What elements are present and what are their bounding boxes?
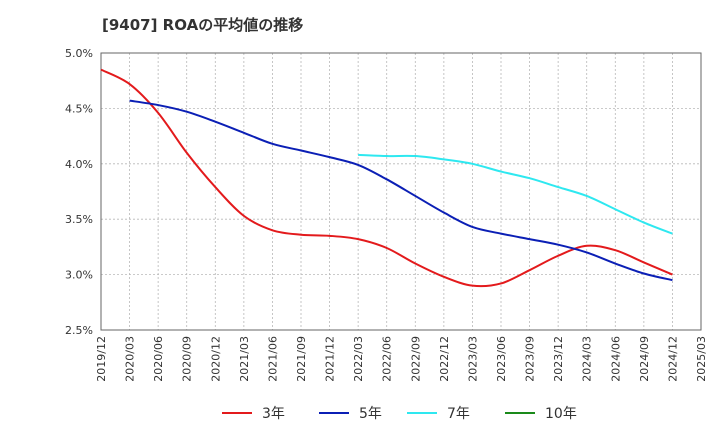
x-tick-label: 2023/03	[466, 336, 479, 382]
series-lines	[100, 68, 673, 288]
plot-frame	[100, 52, 702, 331]
x-tick-label: 2025/03	[695, 336, 708, 382]
x-tick-label: 2021/06	[266, 336, 279, 382]
x-tick-label: 2022/09	[409, 336, 422, 382]
chart-title: [9407] ROAの平均値の推移	[102, 16, 304, 34]
legend-label: 3年	[262, 406, 285, 422]
x-tick-label: 2024/12	[666, 336, 679, 382]
x-tick-label: 2022/12	[438, 336, 451, 382]
x-tick-label: 2021/12	[324, 336, 337, 382]
series-line-3年	[100, 68, 673, 288]
series-line-5年	[129, 99, 673, 282]
y-tick-label: 4.5%	[65, 102, 93, 115]
x-tick-label: 2021/09	[295, 336, 308, 382]
series-line-7年	[358, 153, 673, 235]
legend-label: 5年	[359, 406, 382, 422]
legend-label: 7年	[447, 406, 470, 422]
x-tick-label: 2019/12	[95, 336, 108, 382]
x-tick-label: 2024/09	[638, 336, 651, 382]
grid	[101, 53, 701, 330]
x-tick-label: 2021/03	[238, 336, 251, 382]
x-tick-label: 2023/09	[524, 336, 537, 382]
y-tick-label: 3.0%	[65, 269, 93, 282]
x-tick-label: 2024/03	[581, 336, 594, 382]
x-tick-label: 2023/12	[552, 336, 565, 382]
y-axis-ticks: 2.5% 3.0% 3.5% 4.0% 4.5% 5.0%	[65, 47, 93, 337]
x-tick-label: 2022/03	[352, 336, 365, 382]
y-tick-label: 5.0%	[65, 47, 93, 60]
x-tick-label: 2020/03	[124, 336, 137, 382]
x-axis-ticks: 2019/12 2020/03 2020/06 2020/09 2020/12 2021/…	[95, 336, 708, 382]
x-tick-label: 2023/06	[495, 336, 508, 382]
legend: 3年 5年 7年 10年	[222, 406, 577, 422]
x-tick-label: 2022/06	[381, 336, 394, 382]
x-tick-label: 2020/12	[209, 336, 222, 382]
x-tick-label: 2020/09	[181, 336, 194, 382]
y-tick-label: 4.0%	[65, 158, 93, 171]
y-tick-label: 2.5%	[65, 324, 93, 337]
legend-label: 10年	[545, 406, 577, 422]
x-tick-label: 2020/06	[152, 336, 165, 382]
axes	[100, 52, 702, 331]
y-tick-label: 3.5%	[65, 213, 93, 226]
x-tick-label: 2024/06	[609, 336, 622, 382]
